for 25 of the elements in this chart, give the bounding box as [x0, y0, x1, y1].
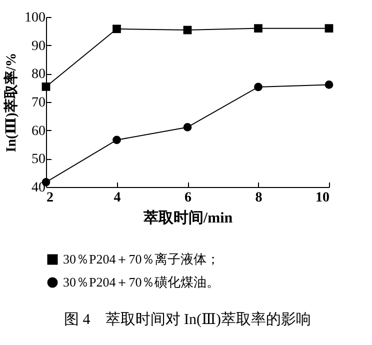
y-tick-label: 70 — [32, 96, 46, 110]
point — [183, 123, 192, 132]
text: 图 4 萃取时间对 In(Ⅲ)萃取率的影响 — [64, 311, 311, 328]
x-tick-label: 2 — [46, 190, 54, 206]
y-tick-label: 100 — [24, 10, 46, 26]
y-tick-label: 90 — [32, 38, 46, 54]
y-axis-title: In(Ⅲ)萃取率/% — [2, 52, 20, 152]
point — [254, 82, 262, 92]
y-tick-label: 80 — [32, 67, 46, 82]
x-tick-label: 10 — [316, 190, 330, 206]
y-tick-label: 50 — [32, 152, 46, 168]
y-tick-label: 60 — [32, 124, 46, 139]
point — [254, 24, 262, 33]
legend-label: 30％P204＋70％磺化煤油。 — [63, 274, 220, 290]
point — [112, 136, 121, 144]
x-tick-label: 4 — [114, 190, 121, 206]
point — [324, 80, 334, 89]
x-tick-label: 8 — [255, 190, 262, 206]
legend-label: 30％P204＋70％离子液体； — [63, 252, 220, 266]
point — [112, 24, 121, 34]
point — [183, 26, 192, 34]
x-axis-title: 萃取时间/min — [142, 210, 234, 226]
x-tick-label: 6 — [184, 190, 192, 206]
point — [324, 24, 334, 33]
point — [42, 82, 50, 91]
